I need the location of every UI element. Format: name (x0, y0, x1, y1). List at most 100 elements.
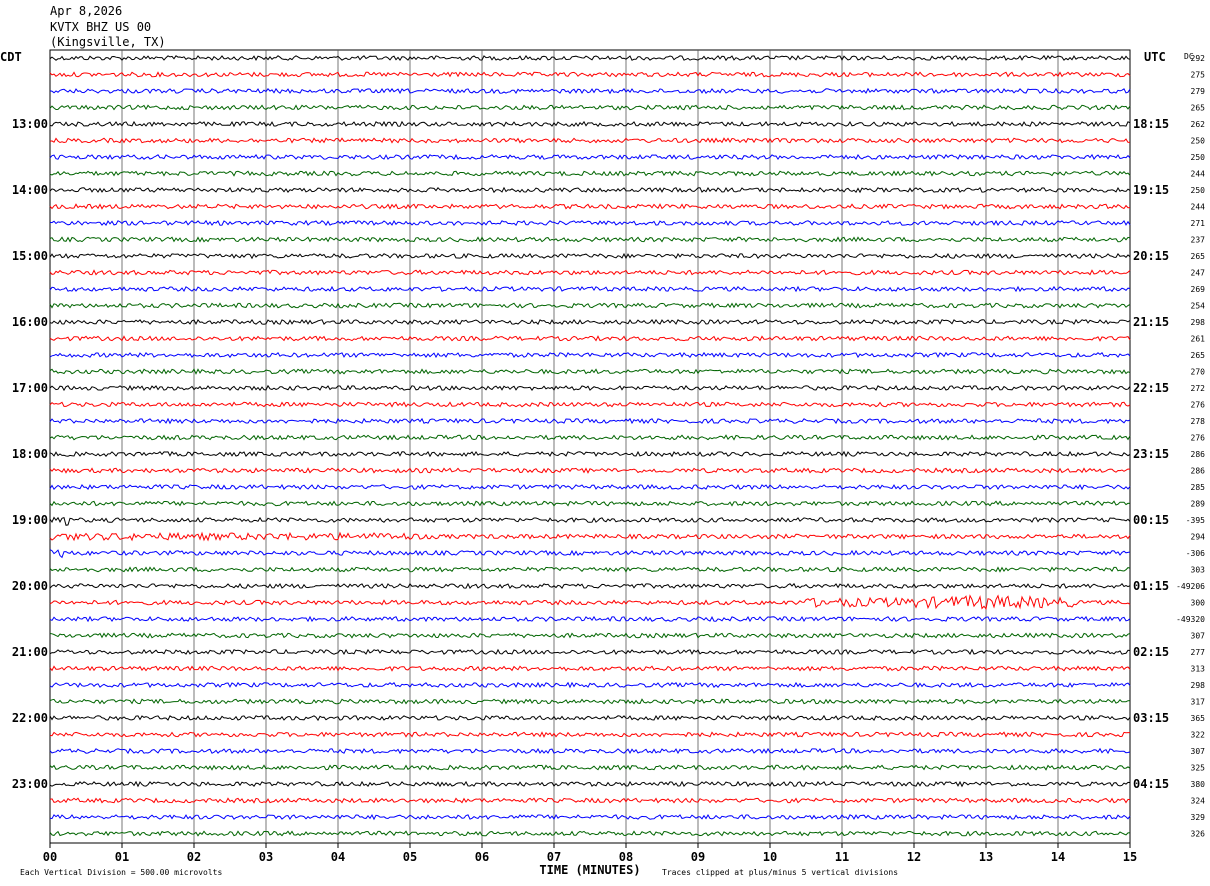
seismic-trace (49, 137, 1131, 144)
seismic-trace (49, 594, 1131, 610)
dc-offset-label: -49320 (1176, 615, 1205, 624)
utc-hour-label: 04:15 (1133, 777, 1169, 791)
dc-offset-label: 247 (1191, 269, 1206, 278)
seismic-trace (49, 747, 1131, 755)
seismic-trace (49, 467, 1131, 474)
seismic-trace (49, 384, 1131, 392)
dc-offset-label: -306 (1186, 549, 1205, 558)
seismic-trace (49, 335, 1131, 342)
seismic-trace (49, 731, 1130, 738)
dc-offset-label: 244 (1191, 170, 1206, 179)
dc-offset-label: 270 (1191, 368, 1206, 377)
seismic-trace (49, 566, 1131, 573)
x-tick-label: 03 (259, 850, 273, 864)
seismic-trace (49, 714, 1131, 722)
dc-offset-label: 275 (1191, 71, 1206, 80)
seismic-trace (49, 483, 1131, 491)
dc-offset-label: 237 (1191, 236, 1206, 245)
dc-offset-label: 265 (1191, 104, 1206, 113)
x-axis-title: TIME (MINUTES) (539, 863, 640, 877)
seismic-trace (49, 500, 1131, 507)
x-tick-label: 07 (547, 850, 561, 864)
x-tick-label: 10 (763, 850, 777, 864)
location-label: (Kingsville, TX) (50, 35, 166, 49)
seismic-trace (49, 632, 1131, 639)
seismic-trace (49, 87, 1131, 95)
dc-offset-label: 278 (1191, 417, 1206, 426)
cdt-hour-label: 16:00 (12, 315, 48, 329)
seismic-trace (49, 186, 1131, 194)
seismic-trace (49, 71, 1131, 78)
cdt-hour-label: 14:00 (12, 183, 48, 197)
dc-offset-label: 285 (1191, 483, 1206, 492)
seismic-trace (49, 665, 1131, 672)
dc-label: DC (1184, 52, 1194, 61)
x-tick-label: 14 (1051, 850, 1065, 864)
dc-offset-label: -395 (1186, 516, 1205, 525)
dc-offset-label: 313 (1191, 665, 1206, 674)
seismic-trace (49, 582, 1131, 590)
seismic-trace (49, 698, 1131, 705)
dc-offset-label: 307 (1191, 747, 1206, 756)
cdt-hour-label: 17:00 (12, 381, 48, 395)
dc-offset-label: 289 (1191, 500, 1206, 509)
utc-hour-label: 01:15 (1133, 579, 1169, 593)
dc-offset-label: 317 (1191, 698, 1206, 707)
cdt-hour-label: 13:00 (12, 117, 48, 131)
dc-offset-label: 324 (1191, 797, 1206, 806)
dc-offset-label: 286 (1191, 467, 1206, 476)
dc-offset-label: 269 (1191, 285, 1206, 294)
x-tick-label: 04 (331, 850, 345, 864)
dc-offset-label: 286 (1191, 450, 1206, 459)
utc-hour-label: 03:15 (1133, 711, 1169, 725)
utc-hour-label: 22:15 (1133, 381, 1169, 395)
dc-offset-label: 276 (1191, 434, 1206, 443)
utc-hour-label: 18:15 (1133, 117, 1169, 131)
station-label: KVTX BHZ US 00 (50, 20, 152, 34)
dc-offset-label: 322 (1191, 731, 1206, 740)
seismic-trace (49, 318, 1131, 326)
seismic-trace (49, 54, 1131, 62)
utc-hour-label: 21:15 (1133, 315, 1169, 329)
seismic-trace (49, 516, 1131, 526)
dc-offset-label: 254 (1191, 302, 1206, 311)
seismic-trace (49, 797, 1131, 804)
seismic-trace (49, 417, 1131, 425)
right-axis-label: UTC (1144, 50, 1166, 64)
cdt-hour-label: 23:00 (12, 777, 48, 791)
seismic-trace (49, 764, 1131, 771)
dc-offset-label: 325 (1191, 764, 1206, 773)
dc-offset-label: 262 (1191, 120, 1206, 129)
utc-hour-label: 02:15 (1133, 645, 1169, 659)
seismic-trace (49, 236, 1131, 243)
utc-hour-label: 20:15 (1133, 249, 1169, 263)
date-label: Apr 8,2026 (50, 4, 123, 18)
x-tick-label: 06 (475, 850, 489, 864)
seismic-trace (49, 170, 1131, 177)
seismic-trace (49, 813, 1131, 821)
left-axis-label: CDT (0, 50, 22, 64)
seismic-trace (49, 120, 1131, 128)
seismic-trace (49, 203, 1131, 210)
dc-offset-label: 294 (1191, 533, 1206, 542)
cdt-hour-label: 19:00 (12, 513, 48, 527)
seismic-trace (49, 434, 1131, 441)
x-tick-label: 09 (691, 850, 705, 864)
dc-offset-label: 250 (1191, 186, 1206, 195)
dc-offset-label: 272 (1191, 384, 1206, 393)
seismic-trace (49, 531, 1131, 542)
seismic-trace (49, 648, 1131, 656)
dc-offset-label: 271 (1191, 219, 1206, 228)
seismic-trace (49, 285, 1131, 293)
seismic-trace (49, 780, 1131, 788)
dc-offset-label: 277 (1191, 648, 1206, 657)
dc-offset-label: 380 (1191, 780, 1206, 789)
seismic-trace (49, 830, 1131, 837)
x-tick-label: 12 (907, 850, 921, 864)
dc-offset-label: 298 (1191, 681, 1206, 690)
x-tick-label: 15 (1123, 850, 1137, 864)
cdt-hour-label: 20:00 (12, 579, 48, 593)
seismic-trace (49, 302, 1131, 309)
